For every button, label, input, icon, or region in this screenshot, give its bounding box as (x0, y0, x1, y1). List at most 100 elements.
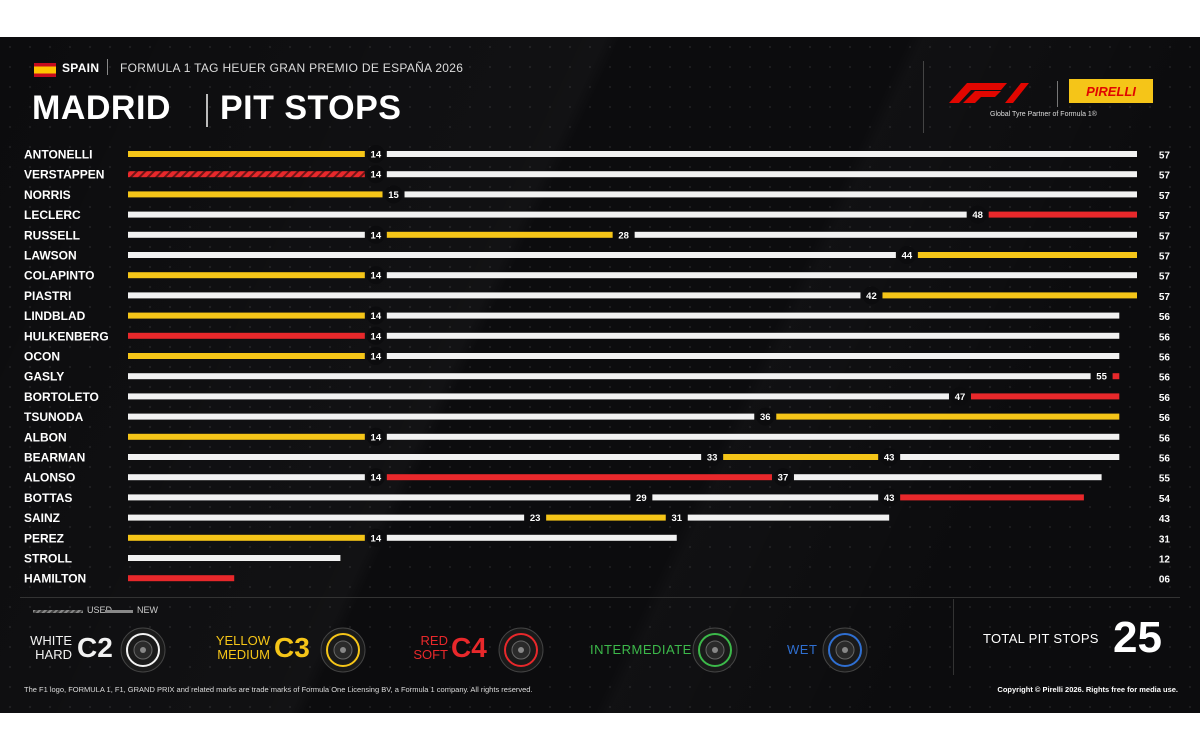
driver-row: PIASTRI 42 57 (24, 286, 1171, 305)
stint-bar (128, 231, 365, 238)
pit-stop-lap-label: 14 (371, 311, 382, 322)
pit-stop-marker (880, 488, 899, 507)
pit-stop-lap-label: 14 (371, 533, 382, 544)
title-separator (206, 94, 208, 127)
driver-row: HAMILTON 06 (24, 572, 1170, 586)
stint-bar (900, 454, 1120, 460)
page-title: PIT STOPS (220, 89, 402, 127)
total-pit-stops-value: 25 (1113, 613, 1162, 662)
stint-bar (386, 171, 1137, 178)
driver-row: BORTOLETO 47 56 (24, 387, 1171, 406)
stint-bar (128, 454, 702, 460)
stint-bar (128, 191, 383, 198)
stint-bar (128, 474, 365, 481)
driver-row: ALBON 14 56 (24, 427, 1170, 446)
stint-bar (128, 353, 365, 359)
total-laps-label: 57 (1159, 292, 1171, 303)
total-pit-stops-label: TOTAL PIT STOPS (983, 631, 1099, 646)
pit-stop-marker (897, 246, 916, 264)
stint-bar (917, 252, 1137, 258)
driver-name: VERSTAPPEN (24, 168, 104, 182)
pit-stop-marker (756, 407, 775, 426)
hard-code: C2 (77, 632, 113, 663)
driver-name: TSUNODA (24, 410, 84, 424)
driver-name: HULKENBERG (24, 329, 109, 343)
stint-bar (386, 433, 1120, 440)
pit-stop-chart: ANTONELLI 14 57 VERSTAPPEN 14 57 NORRIS 15 57 LEC… (24, 145, 1171, 586)
driver-row: SAINZ 23 31 43 (24, 508, 1170, 527)
total-laps-label: 56 (1159, 353, 1171, 364)
total-laps-label: 57 (1159, 171, 1171, 182)
stint-bar (634, 231, 1137, 238)
driver-name: NORRIS (24, 188, 71, 202)
pit-stop-marker (950, 387, 969, 406)
pit-stop-lap-label: 29 (636, 493, 647, 504)
driver-row: LECLERC 48 57 (24, 205, 1170, 224)
driver-name: ANTONELLI (24, 148, 92, 162)
stint-bar (128, 373, 1091, 380)
driver-name: BOTTAS (24, 491, 72, 505)
driver-name: PEREZ (24, 531, 64, 545)
pit-stop-marker (366, 266, 385, 285)
pit-stop-marker (614, 225, 633, 244)
pirelli-logo-text: PIRELLI (1086, 84, 1136, 99)
pit-stop-lap-label: 28 (618, 230, 629, 241)
hard-tyre-icon (120, 627, 166, 673)
pit-stop-lap-label: 42 (866, 291, 877, 302)
total-laps-label: 57 (1159, 272, 1171, 283)
stint-bar (128, 312, 365, 319)
driver-row: STROLL 12 (24, 552, 1170, 566)
medium-code: C3 (274, 632, 310, 663)
stint-bar (128, 575, 235, 582)
stint-bar (988, 211, 1137, 218)
pit-stop-lap-label: 14 (371, 331, 382, 342)
driver-name: LINDBLAD (24, 309, 86, 323)
stint-bar (128, 252, 896, 258)
pit-stop-lap-label: 44 (902, 251, 913, 262)
stint-bar (687, 514, 890, 521)
stint-bar (128, 494, 631, 501)
total-laps-label: 56 (1159, 454, 1171, 465)
stint-bar (128, 211, 967, 218)
stint-bar (652, 494, 879, 501)
pit-stop-lap-label: 31 (671, 513, 682, 524)
pit-stop-marker (366, 528, 385, 547)
driver-row: RUSSELL 14 28 57 (24, 225, 1171, 244)
city-title: MADRID (32, 89, 171, 127)
driver-row: COLAPINTO 14 57 (24, 266, 1171, 285)
pit-stop-marker (366, 225, 385, 244)
hard-name-label: HARD (35, 647, 72, 662)
total-laps-label: 54 (1159, 494, 1171, 505)
total-laps-label: 57 (1159, 231, 1171, 242)
stint-bar (970, 393, 1120, 400)
partner-tagline: Global Tyre Partner of Formula 1® (990, 111, 1097, 118)
intermediate-label: INTERMEDIATE (590, 642, 692, 657)
pit-stop-marker (968, 205, 987, 224)
driver-row: ALONSO 14 37 55 (24, 468, 1170, 487)
driver-row: GASLY 55 56 (24, 367, 1170, 386)
medium-name-label: MEDIUM (217, 647, 270, 662)
driver-name: RUSSELL (24, 228, 80, 242)
stint-bar (386, 151, 1137, 157)
stint-bar (404, 191, 1137, 198)
driver-name: OCON (24, 350, 60, 364)
total-laps-label: 57 (1159, 151, 1171, 162)
pit-stop-lap-label: 43 (884, 453, 895, 464)
pit-stop-lap-label: 37 (778, 473, 789, 484)
total-laps-label: 12 (1159, 555, 1171, 566)
stint-bar (386, 231, 613, 238)
total-laps-label: 56 (1159, 393, 1171, 404)
pit-stop-lap-label: 47 (955, 392, 966, 403)
f1-logo-icon (949, 83, 1029, 103)
stint-bar (386, 272, 1137, 279)
header-separator (107, 59, 108, 75)
pit-stop-marker (880, 448, 899, 466)
stint-bar (1112, 373, 1120, 380)
pit-stop-marker (384, 185, 403, 204)
total-laps-label: 56 (1159, 332, 1171, 343)
stint-bar (386, 312, 1120, 319)
stint-bar (546, 514, 666, 521)
stint-bar (128, 171, 365, 178)
pit-stop-marker (366, 145, 385, 163)
pit-stop-lap-label: 15 (388, 190, 399, 201)
